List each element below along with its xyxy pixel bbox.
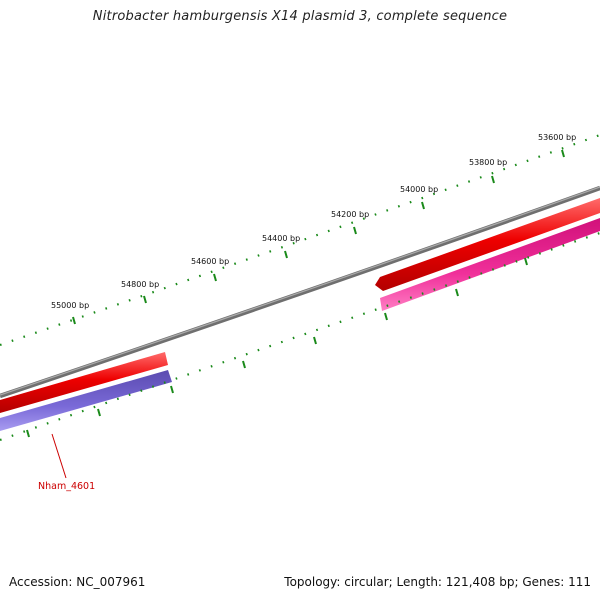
scale-label-54200: 54200 bp <box>331 210 369 219</box>
accession-text: Accession: NC_007961 <box>9 575 146 589</box>
outer-major-tick <box>421 201 425 210</box>
inner-major-tick <box>384 312 388 321</box>
scale-label-53800: 53800 bp <box>469 158 507 167</box>
scale-label-53600: 53600 bp <box>538 133 576 142</box>
topology-summary: Topology: circular; Length: 121,408 bp; … <box>284 575 591 589</box>
outer-major-ticks <box>72 149 565 325</box>
inner-major-tick <box>242 360 246 369</box>
scale-label-54800: 54800 bp <box>121 280 159 289</box>
outer-major-tick <box>72 316 76 325</box>
outer-major-tick <box>213 273 217 282</box>
inner-major-ticks <box>26 257 528 438</box>
gene-reverse-left <box>0 370 172 431</box>
scale-label-54600: 54600 bp <box>191 257 229 266</box>
scale-label-54400: 54400 bp <box>262 234 300 243</box>
gene-forward-right <box>375 198 600 291</box>
outer-major-tick <box>491 175 495 184</box>
inner-major-tick <box>170 385 174 394</box>
sequence-backbone <box>0 185 600 399</box>
inner-major-tick <box>26 429 30 438</box>
inner-major-tick <box>455 288 459 297</box>
gene-reverse-right <box>380 218 600 311</box>
gene-label-leader <box>51 433 67 479</box>
scale-label-55000: 55000 bp <box>51 301 89 310</box>
outer-major-tick <box>284 250 288 259</box>
scale-labels: 53600 bp 53800 bp 54000 bp 54200 bp 5440… <box>51 133 576 310</box>
gene-forward-left <box>0 352 168 413</box>
outer-major-tick <box>143 295 147 304</box>
gene-label-nham-4601: Nham_4601 <box>38 481 95 492</box>
scale-label-54000: 54000 bp <box>400 185 438 194</box>
inner-major-tick <box>313 336 317 345</box>
outer-scale-ring <box>0 133 600 347</box>
inner-major-tick <box>97 408 101 417</box>
inner-scale-ring <box>0 231 600 442</box>
outer-major-tick <box>353 226 357 235</box>
sequence-backbone-highlight <box>0 186 600 396</box>
page-title: Nitrobacter hamburgensis X14 plasmid 3, … <box>92 9 508 24</box>
outer-major-tick <box>561 149 565 158</box>
inner-major-tick <box>524 257 528 266</box>
